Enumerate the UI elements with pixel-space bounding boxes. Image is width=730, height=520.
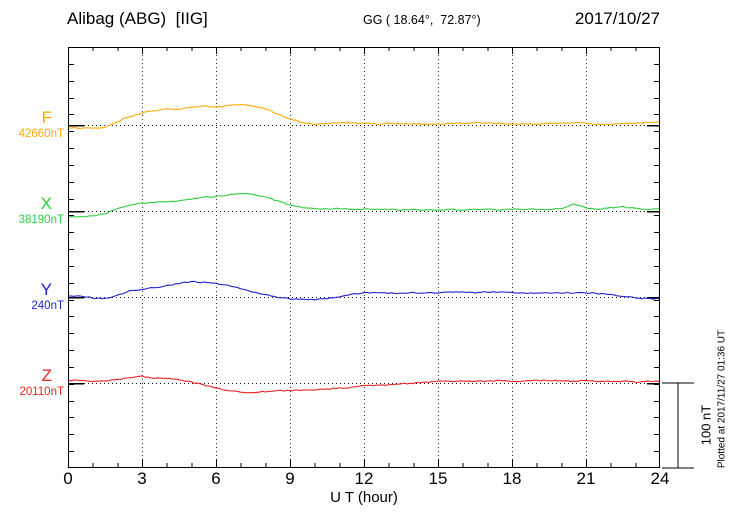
x-tick-label-15: 15 [428, 469, 448, 488]
baseline-value-Z: 20110nT [19, 386, 64, 398]
trace-Y [68, 280, 660, 301]
component-label-Z: Z [41, 366, 52, 385]
component-label-X: X [40, 194, 52, 213]
plotted-at-note: Plotted at 2017/11/27 01:36 UT [716, 329, 728, 469]
trace-F [68, 104, 660, 130]
magnetogram-plot [68, 47, 660, 468]
scale-bar [662, 382, 694, 469]
x-axis-title: U T (hour) [330, 489, 398, 506]
x-tick-label-3: 3 [137, 469, 147, 488]
baseline-value-F: 42660nT [18, 128, 64, 140]
plot-frame [68, 47, 660, 468]
trace-X [68, 192, 660, 218]
x-tick-label-21: 21 [576, 469, 596, 488]
component-label-F: F [41, 108, 52, 127]
station-title: Alibag (ABG) [IIG] [67, 9, 208, 28]
component-label-Y: Y [40, 280, 52, 299]
trace-Z [68, 375, 660, 394]
geographic-coordinates: GG ( 18.64°, 72.87°) [363, 13, 481, 27]
x-tick-label-9: 9 [285, 469, 295, 488]
scale-bar-label: 100 nT [698, 404, 714, 446]
x-tick-label-12: 12 [354, 469, 374, 488]
x-tick-label-24: 24 [650, 469, 670, 488]
x-tick-label-0: 0 [63, 469, 73, 488]
baseline-value-Y: 240nT [31, 300, 64, 312]
x-tick-label-6: 6 [211, 469, 221, 488]
x-tick-label-18: 18 [502, 469, 522, 488]
plot-date: 2017/10/27 [574, 9, 660, 28]
baseline-value-X: 38190nT [18, 214, 64, 226]
